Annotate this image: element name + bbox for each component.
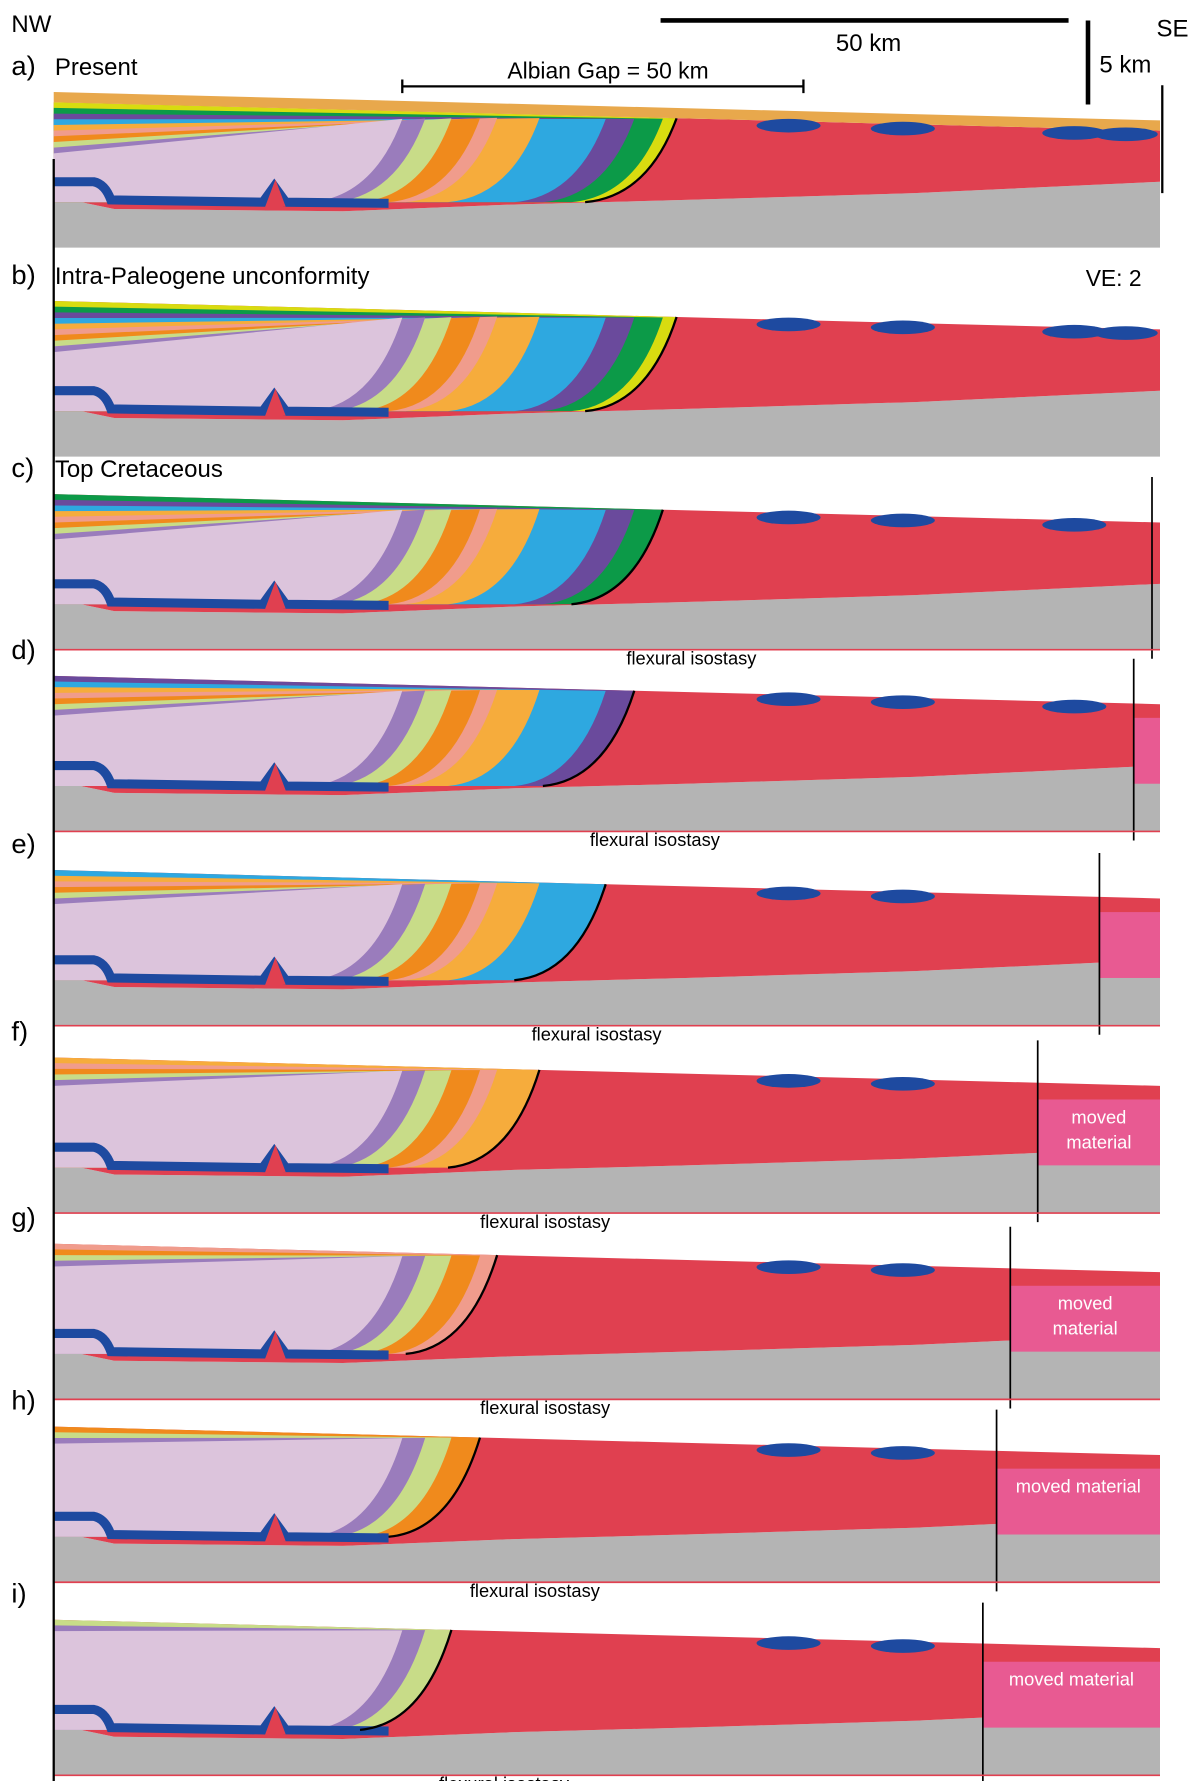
figure: NW SE 50 km 5 km Albian Gap = 50 km VE: … <box>0 0 1200 1781</box>
minibasin <box>871 122 935 136</box>
isostasy-label: flexural isostasy <box>470 1581 601 1601</box>
panel-label: d) <box>11 634 35 665</box>
scale-vertical: 5 km <box>1099 52 1151 79</box>
cross-section <box>54 659 1160 841</box>
minibasin <box>757 1636 821 1650</box>
isostasy-label: flexural isostasy <box>590 830 721 850</box>
moved-material-text: moved material <box>1010 1293 1160 1343</box>
moved-material-box <box>1099 912 1160 978</box>
moved-material-text: moved material <box>997 1475 1160 1500</box>
minibasin <box>757 692 821 706</box>
minibasin <box>757 887 821 901</box>
minibasin <box>757 1260 821 1274</box>
isostasy-label: flexural isostasy <box>480 1398 611 1418</box>
minibasin <box>757 1443 821 1457</box>
minibasin <box>757 119 821 133</box>
minibasin <box>757 318 821 332</box>
panel-label: e) <box>11 828 35 859</box>
nw-label: NW <box>11 11 51 38</box>
minibasin <box>871 890 935 904</box>
panel-label: c) <box>11 452 34 483</box>
minibasin <box>1042 518 1106 532</box>
panel-label: f) <box>11 1016 28 1047</box>
moved-material-label: moved material <box>1010 1293 1160 1350</box>
cross-section <box>54 477 1160 659</box>
cross-section: moved material <box>54 1410 1160 1592</box>
panel-label: i) <box>11 1578 26 1609</box>
vertical-exaggeration: VE: 2 <box>1086 265 1142 291</box>
minibasin <box>1042 700 1106 714</box>
scale-horizontal: 50 km <box>836 30 901 57</box>
minibasin <box>871 1263 935 1277</box>
cross-section: moved material <box>54 1040 1160 1222</box>
panel-title: Top Cretaceous <box>55 456 223 483</box>
minibasin <box>871 695 935 709</box>
cross-section: moved material <box>54 1227 1160 1409</box>
albian-gap: Albian Gap = 50 km <box>507 57 708 83</box>
moved-material-text: moved material <box>1038 1106 1160 1156</box>
minibasin <box>871 1639 935 1653</box>
minibasin <box>757 511 821 525</box>
isostasy-label: flexural isostasy <box>626 649 757 669</box>
cross-section <box>54 301 1160 457</box>
minibasin <box>871 1446 935 1460</box>
panel-label: h) <box>11 1385 35 1416</box>
panel-title: Present <box>55 54 138 81</box>
moved-material-box <box>1134 718 1160 784</box>
moved-material-label: moved material <box>997 1475 1160 1532</box>
minibasin <box>871 1077 935 1091</box>
panels: moved material moved material moved materi… <box>54 92 1160 1781</box>
minibasin <box>871 514 935 528</box>
minibasin <box>1094 127 1158 141</box>
moved-material-label: moved material <box>983 1669 1160 1726</box>
cross-section <box>54 92 1160 248</box>
isostasy-label: flexural isostasy <box>532 1024 663 1044</box>
panel-label: g) <box>11 1202 35 1233</box>
panel-label: a) <box>11 50 35 81</box>
moved-material-label: moved material <box>1038 1106 1160 1163</box>
minibasin <box>757 1074 821 1088</box>
panel-label: b) <box>11 259 35 290</box>
minibasin <box>871 321 935 335</box>
panel-title: Intra-Paleogene unconformity <box>55 263 370 290</box>
cross-section: moved material <box>54 1603 1160 1781</box>
se-label: SE <box>1157 15 1189 42</box>
isostasy-label: flexural isostasy <box>439 1774 570 1781</box>
moved-material-text: moved material <box>983 1669 1160 1694</box>
isostasy-label: flexural isostasy <box>480 1212 611 1232</box>
minibasin <box>1094 326 1158 340</box>
cross-section <box>54 853 1160 1035</box>
